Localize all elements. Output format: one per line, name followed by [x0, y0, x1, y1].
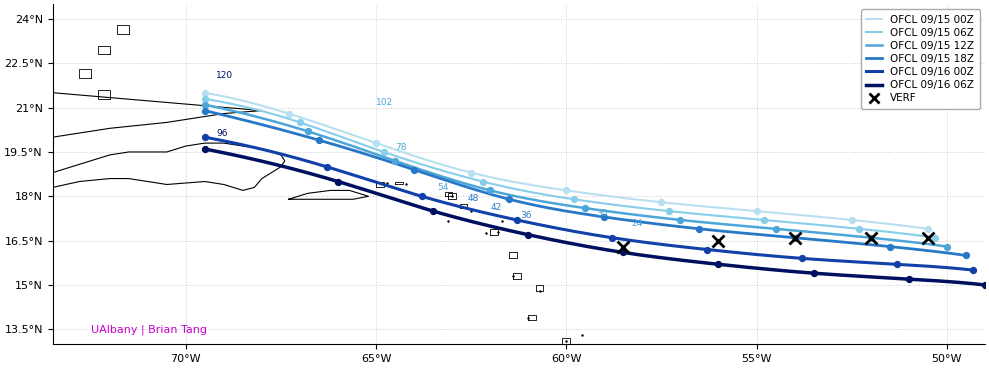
Point — [596, 214, 612, 220]
Point — [368, 140, 384, 146]
Point — [483, 187, 498, 193]
Point — [559, 187, 575, 193]
Text: 30: 30 — [596, 209, 608, 217]
Text: 102: 102 — [376, 98, 394, 107]
Point — [661, 208, 676, 214]
Point — [901, 276, 917, 282]
Point — [376, 149, 392, 155]
Point — [463, 170, 479, 176]
Point — [312, 137, 327, 143]
Point — [197, 90, 213, 96]
Point — [578, 205, 593, 211]
Point — [691, 226, 707, 232]
Point — [882, 244, 898, 250]
Point — [977, 282, 989, 288]
Text: 96: 96 — [217, 129, 227, 138]
Point — [197, 102, 213, 107]
Point — [387, 158, 403, 164]
Point — [920, 226, 936, 232]
Legend: OFCL 09/15 00Z, OFCL 09/15 06Z, OFCL 09/15 12Z, OFCL 09/15 18Z, OFCL 09/16 00Z, : OFCL 09/15 00Z, OFCL 09/15 06Z, OFCL 09/… — [861, 9, 980, 109]
Point — [292, 120, 308, 125]
Point — [509, 217, 525, 223]
Point — [939, 244, 954, 250]
Text: 78: 78 — [395, 144, 406, 152]
Point — [406, 167, 422, 173]
Text: 54: 54 — [437, 183, 448, 192]
Text: 36: 36 — [520, 212, 532, 220]
Point — [197, 134, 213, 140]
Text: 120: 120 — [217, 71, 233, 80]
Point — [699, 247, 715, 252]
Point — [654, 199, 670, 205]
Point — [889, 261, 905, 267]
Point — [844, 217, 859, 223]
Point — [749, 208, 764, 214]
Point — [520, 232, 536, 238]
Point — [928, 235, 944, 241]
Point — [318, 164, 334, 170]
Point — [615, 250, 631, 255]
Point — [475, 178, 491, 184]
Point — [566, 196, 582, 202]
Point — [281, 111, 297, 117]
Point — [604, 235, 620, 241]
Point — [806, 270, 822, 276]
Point — [958, 252, 974, 258]
Point — [862, 235, 878, 241]
Point — [300, 128, 315, 134]
Point — [965, 267, 981, 273]
Point — [425, 208, 441, 214]
Text: 48: 48 — [468, 194, 479, 203]
Point — [197, 146, 213, 152]
Point — [501, 196, 517, 202]
Point — [767, 226, 783, 232]
Text: 24: 24 — [631, 219, 642, 228]
Point — [673, 217, 688, 223]
Point — [197, 96, 213, 102]
Point — [413, 193, 429, 199]
Text: UAlbany | Brian Tang: UAlbany | Brian Tang — [91, 324, 207, 335]
Point — [794, 255, 810, 261]
Point — [710, 261, 726, 267]
Point — [786, 235, 802, 241]
Point — [197, 108, 213, 114]
Text: 42: 42 — [491, 203, 501, 212]
Point — [757, 217, 772, 223]
Point — [330, 178, 346, 184]
Point — [852, 226, 867, 232]
